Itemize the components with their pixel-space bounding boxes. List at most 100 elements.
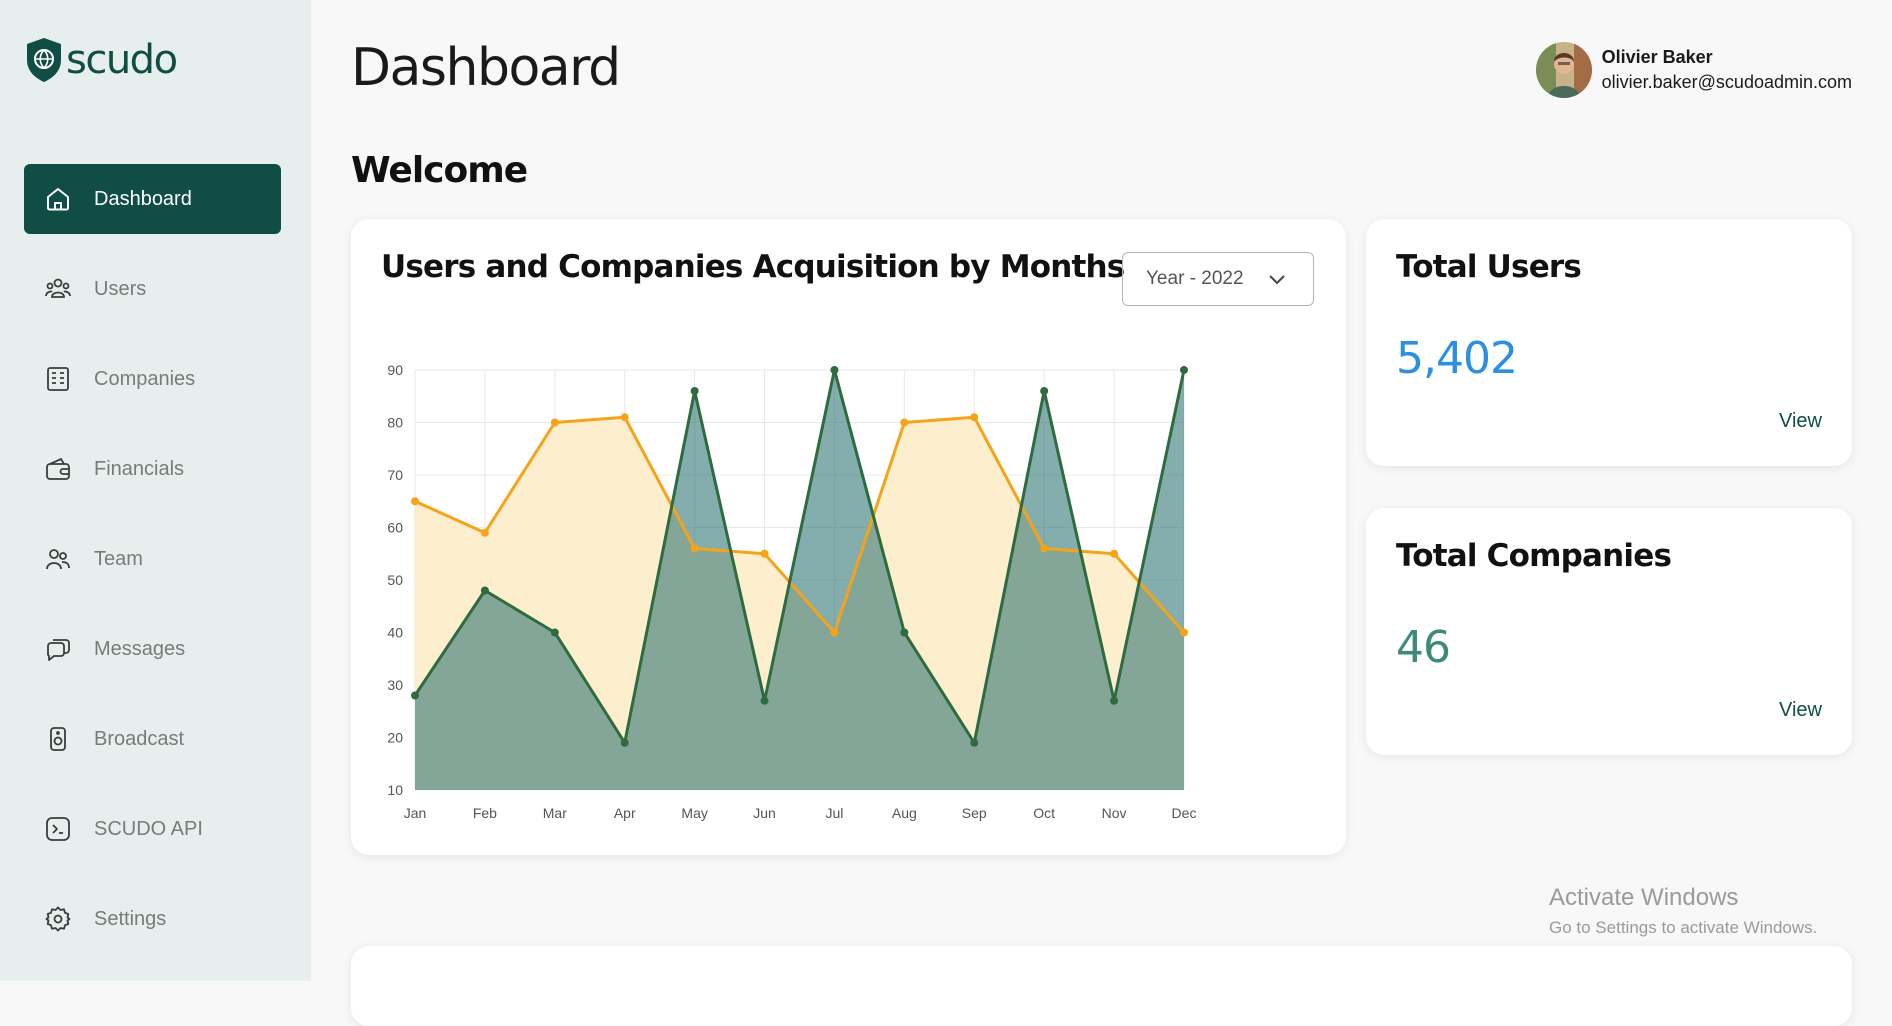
y-tick-label: 90	[387, 362, 403, 378]
x-tick-label: Nov	[1102, 805, 1127, 821]
series-point-2	[1040, 387, 1049, 395]
total-companies-title: Total Companies	[1396, 538, 1672, 574]
series-line-1	[414, 415, 1186, 634]
year-select-value: Year - 2022	[1146, 268, 1244, 289]
watermark-line-1: Activate Windows	[1549, 884, 1739, 911]
x-tick-label: Dec	[1172, 805, 1197, 821]
series-point-1	[1040, 544, 1049, 553]
chart-title: Users and Companies Acquisition by Month…	[381, 249, 1125, 285]
series-point-1	[411, 497, 419, 506]
sidebar-item-broadcast[interactable]: Broadcast	[24, 704, 281, 774]
sidebar-item-label: Users	[94, 277, 147, 300]
x-tick-label: Oct	[1033, 805, 1055, 821]
team-icon	[44, 545, 72, 573]
y-tick-label: 40	[387, 625, 403, 641]
series-point-1	[970, 413, 979, 422]
sidebar-item-settings[interactable]: Settings	[24, 884, 281, 954]
logo-text: scudo	[66, 37, 178, 83]
series-point-2	[690, 387, 699, 395]
avatar[interactable]	[1535, 42, 1592, 98]
series-point-2	[411, 691, 419, 700]
series-point-1	[550, 418, 559, 427]
x-tick-label: Mar	[543, 805, 567, 821]
windows-activation-watermark: Activate Windows Go to Settings to activ…	[1549, 884, 1817, 938]
home-icon	[44, 185, 72, 213]
x-tick-label: Jan	[404, 805, 427, 821]
sidebar-item-label: Team	[94, 547, 143, 570]
acquisition-chart-card: Users and Companies Acquisition by Month…	[351, 219, 1346, 855]
sidebar-item-label: SCUDO API	[94, 817, 203, 840]
series-point-2	[900, 628, 909, 637]
sidebar-nav: Dashboard Users Companies Financials Tea…	[24, 164, 281, 974]
sidebar-item-scudo-api[interactable]: SCUDO API	[24, 794, 281, 864]
x-tick-label: Feb	[473, 805, 497, 821]
y-tick-label: 80	[387, 415, 403, 431]
acquisition-area-chart: 10 20 30 40 50 60 70 80 90 Jan Feb Mar Apr May Jun Jul A…	[387, 362, 1197, 821]
total-companies-view-link[interactable]: View	[1779, 699, 1822, 721]
x-tick-label: Jul	[826, 805, 844, 821]
user-profile[interactable]: Olivier Baker olivier.baker@scudoadmin.c…	[1535, 42, 1852, 98]
sidebar-item-label: Settings	[94, 907, 167, 930]
series-point-2	[550, 628, 559, 637]
year-select[interactable]: Year - 2022	[1122, 252, 1314, 306]
page-title: Dashboard	[351, 38, 621, 98]
series-point-1	[830, 628, 839, 637]
gear-icon	[44, 905, 72, 933]
series-point-2	[1180, 366, 1188, 374]
series-point-2	[970, 738, 979, 747]
sidebar-item-label: Broadcast	[94, 727, 185, 750]
sidebar: scudo Dashboard Users Companies Financia…	[0, 0, 311, 981]
building-icon	[44, 365, 72, 393]
series-point-2	[480, 586, 489, 595]
series-point-1	[690, 544, 699, 553]
series-point-1	[620, 413, 629, 422]
series-point-2	[1110, 696, 1119, 705]
series-point-2	[830, 366, 839, 374]
sidebar-item-messages[interactable]: Messages	[24, 614, 281, 684]
x-tick-label: Sep	[962, 805, 987, 821]
terminal-icon	[44, 815, 72, 843]
sidebar-item-team[interactable]: Team	[24, 524, 281, 594]
x-tick-label: Aug	[892, 805, 917, 821]
series-point-1	[1110, 549, 1119, 558]
total-users-value: 5,402	[1396, 333, 1518, 384]
chevron-down-icon	[1267, 270, 1287, 296]
series-point-2	[760, 696, 769, 705]
users-icon	[44, 275, 72, 303]
sidebar-item-financials[interactable]: Financials	[24, 434, 281, 504]
y-tick-label: 20	[387, 730, 403, 746]
shield-logo-icon	[27, 38, 61, 82]
sidebar-item-label: Financials	[94, 457, 185, 480]
speaker-icon	[44, 725, 72, 753]
sidebar-item-users[interactable]: Users	[24, 254, 281, 324]
app-logo[interactable]: scudo	[24, 36, 178, 84]
y-tick-label: 60	[387, 520, 403, 536]
series-point-1	[1180, 628, 1188, 637]
total-users-view-link[interactable]: View	[1779, 410, 1822, 432]
total-companies-value: 46	[1396, 622, 1451, 673]
sidebar-item-companies[interactable]: Companies	[24, 344, 281, 414]
bottom-card	[351, 946, 1852, 1026]
series-point-2	[620, 738, 629, 747]
user-email: olivier.baker@scudoadmin.com	[1601, 72, 1852, 92]
x-tick-label: May	[681, 805, 707, 821]
total-users-title: Total Users	[1396, 249, 1582, 285]
total-companies-card: Total Companies 46 View	[1366, 508, 1852, 755]
user-name: Olivier Baker	[1601, 47, 1713, 67]
messages-icon	[44, 635, 72, 663]
y-tick-label: 50	[387, 572, 403, 588]
user-info: Olivier Baker olivier.baker@scudoadmin.c…	[1602, 47, 1852, 93]
y-tick-label: 10	[387, 782, 403, 798]
series-point-1	[760, 549, 769, 558]
sidebar-item-dashboard[interactable]: Dashboard	[24, 164, 281, 234]
sidebar-item-label: Companies	[94, 367, 196, 390]
wallet-icon	[44, 455, 72, 483]
series-line-2	[413, 368, 1186, 745]
sidebar-item-label: Dashboard	[94, 187, 192, 210]
y-tick-label: 70	[387, 467, 403, 483]
welcome-heading: Welcome	[351, 150, 528, 191]
x-tick-label: Apr	[614, 805, 636, 821]
total-users-card: Total Users 5,402 View	[1366, 219, 1852, 466]
watermark-line-2: Go to Settings to activate Windows.	[1549, 918, 1818, 937]
y-tick-label: 30	[387, 677, 403, 693]
